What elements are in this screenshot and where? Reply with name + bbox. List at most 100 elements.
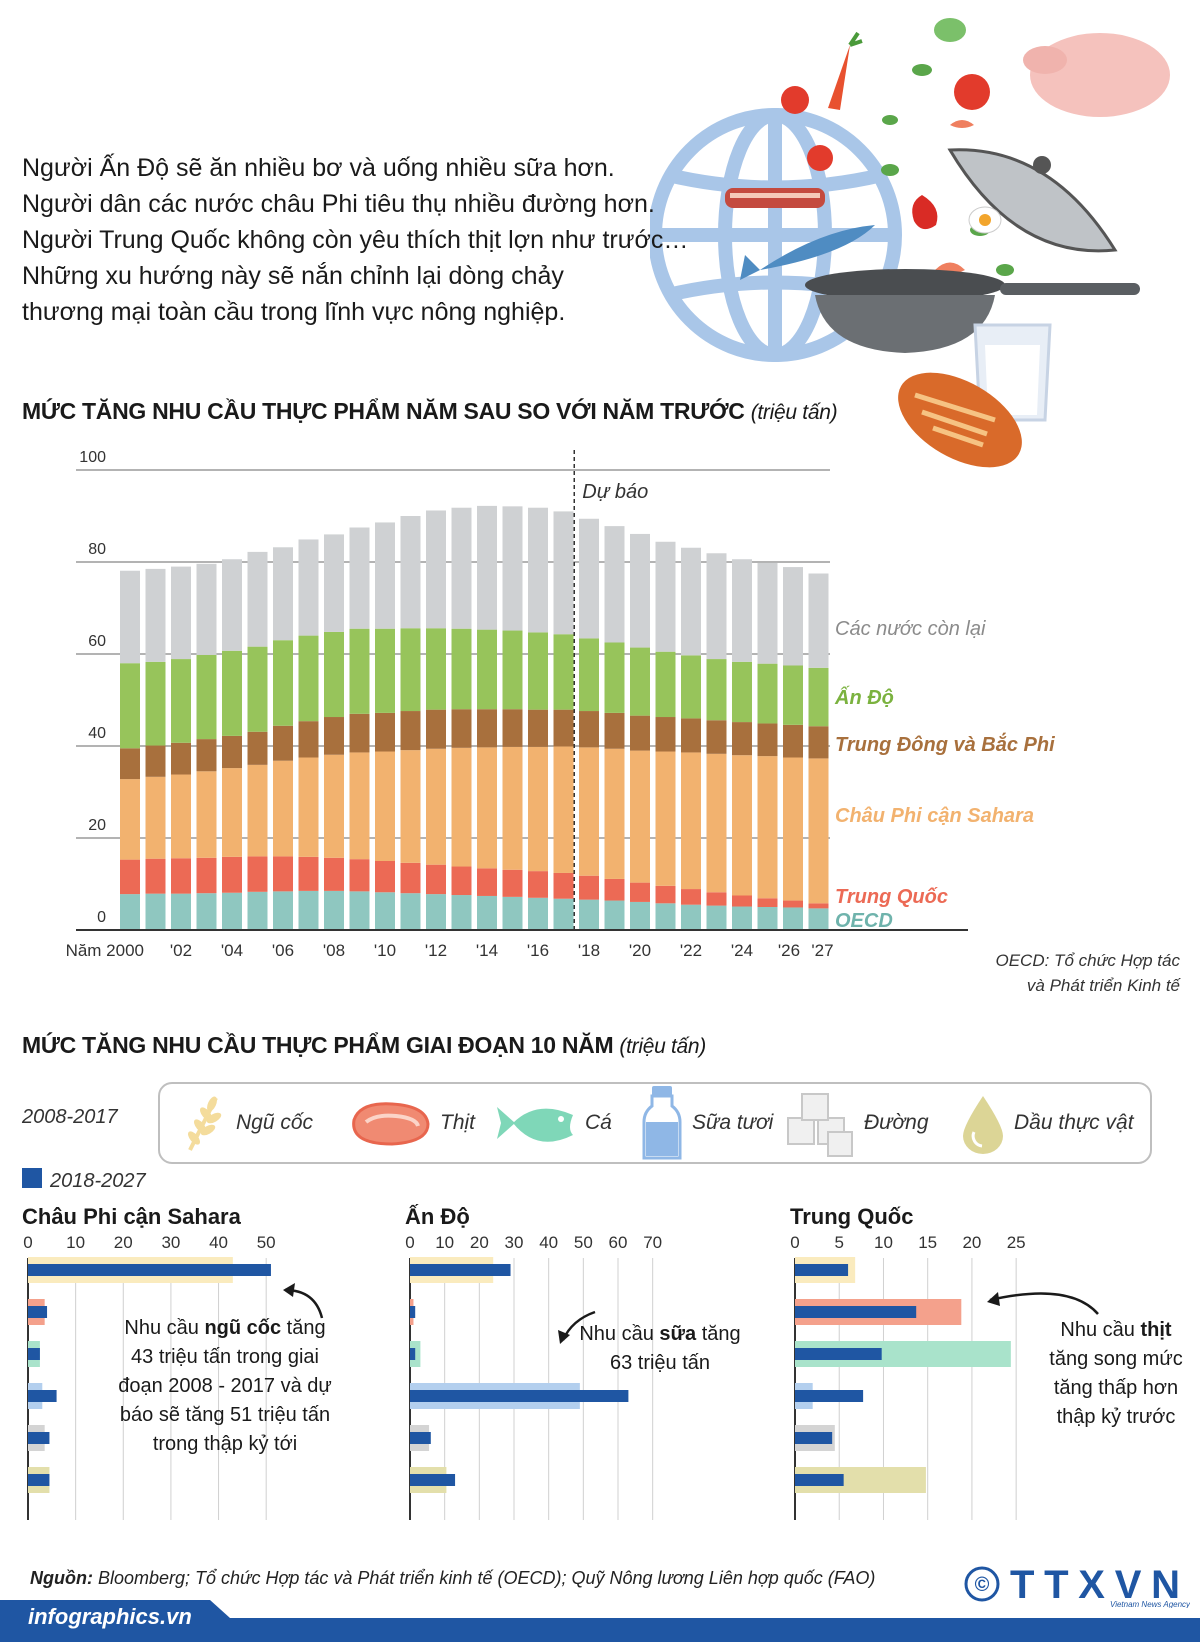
bar-segment — [681, 655, 701, 719]
y-tick-label: 40 — [88, 725, 106, 742]
bar-segment — [145, 776, 166, 859]
bar-segment — [298, 539, 319, 636]
bar-segment — [528, 507, 548, 633]
panel-tick-label: 10 — [435, 1233, 454, 1252]
bar-segment — [400, 862, 421, 894]
bar-segment — [400, 893, 421, 930]
bar-segment — [196, 893, 217, 930]
annotation-milk: Nhu cầu sữa tăng 63 triệu tấn — [579, 1323, 741, 1374]
bar-segment — [655, 717, 676, 752]
logo-subtext: Vietnam News Agency — [1110, 1600, 1190, 1608]
bar-new — [28, 1432, 50, 1444]
bar-segment — [451, 747, 472, 867]
panel-tick-label: 30 — [505, 1233, 524, 1252]
bar-segment — [120, 859, 140, 895]
tomato-icon — [781, 74, 990, 171]
horizontal-bar-panels: 0 10 20 30 40 50 0 10 20 30 40 50 60 70 0 5 10 15 20 25 — [23, 1233, 1026, 1520]
bar-segment — [477, 709, 497, 748]
x-tick-label: '04 — [221, 941, 243, 960]
bar-segment — [375, 712, 395, 752]
y-tick-label: 0 — [97, 909, 106, 926]
bar-segment — [528, 897, 548, 930]
bar-segment — [247, 551, 268, 647]
legend-label: Sữa tươi — [692, 1111, 774, 1134]
x-tick-label: '20 — [629, 941, 651, 960]
bar-segment — [477, 747, 497, 869]
x-tick-label: '24 — [731, 941, 753, 960]
bar-segment — [451, 507, 472, 629]
bar-segment — [808, 903, 829, 909]
panel-tick-label: 40 — [209, 1233, 228, 1252]
milk-bottle-icon — [642, 1086, 682, 1160]
x-tick-label: '08 — [323, 941, 345, 960]
bar-segment — [273, 856, 293, 892]
legend-item-meat: Thịt — [348, 1084, 475, 1162]
food-illustration — [650, 18, 1170, 468]
bar-segment — [349, 891, 370, 930]
panel-tick-label: 20 — [962, 1233, 981, 1252]
site-link[interactable]: infographics.vn — [28, 1604, 192, 1629]
bar-segment — [604, 748, 625, 879]
source-list: Bloomberg; Tổ chức Hợp tác và Phát triển… — [92, 1568, 876, 1588]
bar-segment — [349, 859, 370, 892]
bar-segment — [706, 659, 727, 721]
bar-segment — [502, 746, 523, 870]
x-tick-label: Năm 2000 — [66, 941, 144, 960]
bar-segment — [349, 628, 370, 714]
x-tick-label: '16 — [527, 941, 549, 960]
bar-segment — [553, 872, 574, 899]
bar-segment — [349, 752, 370, 860]
bar-segment — [630, 750, 650, 883]
bar-segment — [400, 711, 421, 751]
bar-segment — [630, 533, 650, 648]
bar-segment — [553, 898, 574, 930]
carrot-icon — [828, 31, 863, 110]
intro-line: Người Ấn Độ sẽ ăn nhiều bơ và uống nhiều… — [22, 154, 615, 182]
bar-segment — [222, 856, 242, 893]
bar-segment — [681, 752, 701, 890]
panel-tick-label: 10 — [66, 1233, 85, 1252]
bar-new — [28, 1474, 50, 1486]
bar-segment — [604, 900, 625, 930]
bar-segment — [808, 726, 829, 759]
legend-label: Thịt — [440, 1111, 476, 1134]
intro-line: Những xu hướng này sẽ nắn chỉnh lại dòng… — [22, 262, 564, 290]
bar-segment — [630, 882, 650, 902]
bar-segment — [604, 712, 625, 749]
bar-new — [795, 1264, 849, 1276]
bar-segment — [502, 869, 523, 897]
steak-icon — [352, 1102, 430, 1146]
panel-tick-label: 20 — [470, 1233, 489, 1252]
bar-segment — [783, 907, 803, 930]
bar-segment — [528, 632, 548, 710]
bar-segment — [757, 907, 778, 930]
bar-new — [795, 1390, 864, 1402]
bar-new — [28, 1348, 40, 1360]
bar-segment — [655, 751, 676, 886]
bar-segment — [528, 871, 548, 898]
fish-icon — [740, 225, 875, 280]
bar-segment — [120, 748, 140, 780]
bar-segment — [681, 547, 701, 656]
x-tick-label: '26 — [778, 941, 800, 960]
bar-segment — [579, 518, 599, 639]
sugar-cubes-icon — [787, 1093, 853, 1157]
bar-segment — [579, 747, 599, 876]
x-tick-label: '18 — [578, 941, 600, 960]
legend-item-sugar: Đường — [782, 1084, 929, 1162]
bar-segment — [477, 868, 497, 896]
legend-label: Dầu thực vật — [1014, 1111, 1134, 1134]
panel-tick-label: 40 — [539, 1233, 558, 1252]
bar-segment — [808, 667, 829, 727]
bar-segment — [349, 713, 370, 753]
bar-new — [410, 1474, 456, 1486]
bar-new — [410, 1432, 431, 1444]
intro-line: Người Trung Quốc không còn yêu thích thị… — [22, 226, 689, 254]
bar-segment — [171, 858, 191, 894]
panel-tick-label: 5 — [834, 1233, 843, 1252]
bar-segment — [426, 628, 446, 710]
bar-segment — [375, 892, 395, 930]
x-tick-label: '10 — [374, 941, 396, 960]
bar-segment — [630, 647, 650, 716]
bar-segment — [375, 751, 395, 861]
